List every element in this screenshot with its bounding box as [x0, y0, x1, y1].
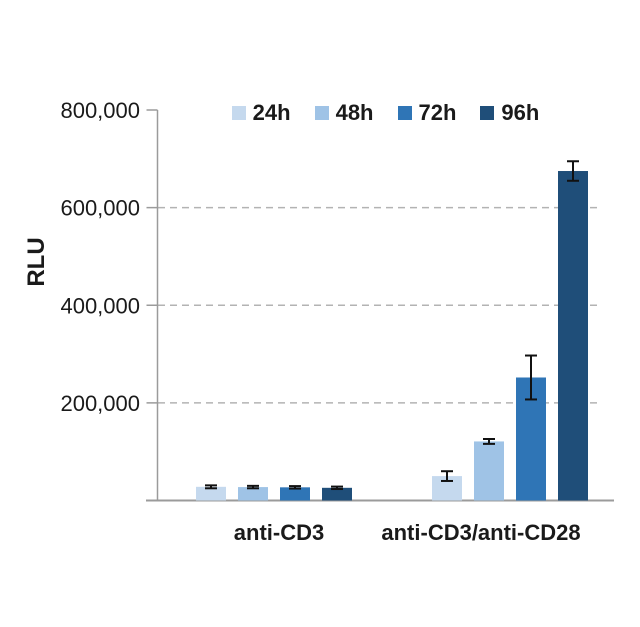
legend-label-96h: 96h: [501, 100, 540, 125]
legend-swatch-48h: [314, 106, 329, 120]
legend-label-72h: 72h: [418, 100, 457, 125]
x-category-label: anti-CD3/anti-CD28: [381, 520, 580, 545]
bar-anti-CD3-96h: [322, 487, 352, 501]
legend-swatch-72h: [397, 106, 412, 120]
bar-anti-CD3-48h: [238, 487, 268, 501]
bar-anti-CD3-24h: [196, 486, 226, 501]
y-tick-label: 200,000: [60, 391, 140, 416]
legend-item-24h: 24h: [231, 100, 291, 125]
legend: 24h 48h 72h 96h: [157, 100, 614, 126]
legend-swatch-96h: [480, 106, 495, 120]
legend-item-96h: 96h: [480, 102, 539, 124]
y-tick-label: 400,000: [60, 293, 140, 318]
bar-anti-CD3/anti-CD28-96h: [558, 171, 588, 501]
y-axis-title: RLU: [23, 237, 50, 286]
x-category-label: anti-CD3: [234, 520, 324, 545]
legend-label-48h: 48h: [335, 100, 374, 125]
y-tick-label: 600,000: [60, 196, 140, 221]
legend-swatch-24h: [231, 106, 246, 120]
bar-anti-CD3-72h: [280, 487, 310, 501]
legend-item-48h: 48h: [314, 100, 374, 125]
y-tick-label: 800,000: [60, 98, 140, 123]
bar-anti-CD3/anti-CD28-48h: [474, 441, 504, 501]
legend-label-24h: 24h: [252, 100, 291, 125]
legend-item-72h: 72h: [397, 100, 457, 125]
